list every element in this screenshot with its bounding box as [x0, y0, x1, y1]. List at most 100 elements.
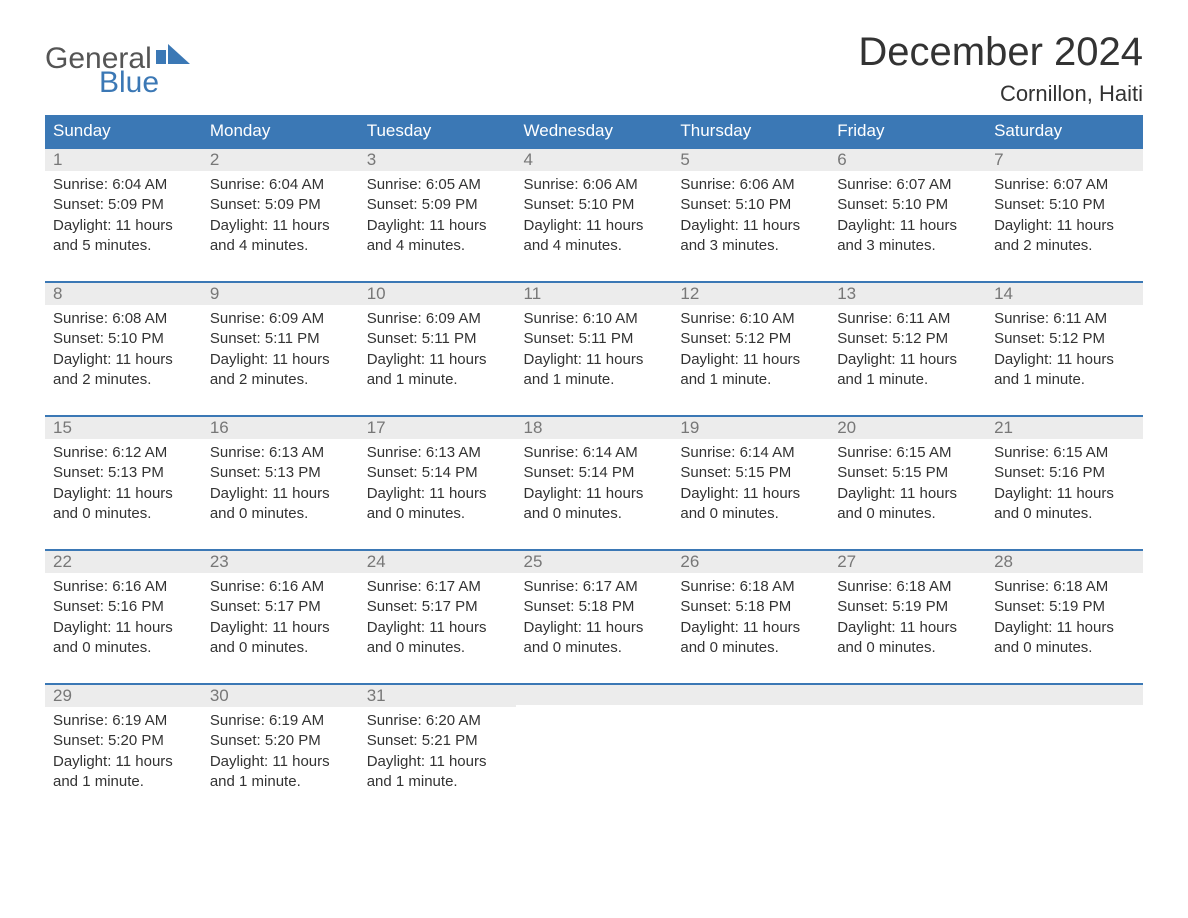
day-header: Sunday: [45, 115, 202, 147]
daylight-line: Daylight: 11 hours and 0 minutes.: [524, 484, 665, 525]
day-number: 1: [45, 149, 202, 171]
sunrise-line: Sunrise: 6:16 AM: [210, 577, 351, 597]
empty-day-bar: [986, 683, 1143, 705]
daylight-line: Daylight: 11 hours and 4 minutes.: [210, 216, 351, 257]
daylight-line: Daylight: 11 hours and 0 minutes.: [53, 484, 194, 525]
sunrise-line: Sunrise: 6:17 AM: [524, 577, 665, 597]
day-header: Saturday: [986, 115, 1143, 147]
sunrise-line: Sunrise: 6:10 AM: [680, 309, 821, 329]
sunset-line: Sunset: 5:10 PM: [994, 195, 1135, 215]
day-number: 18: [516, 417, 673, 439]
calendar-cell: [986, 683, 1143, 817]
day-wrap: 20Sunrise: 6:15 AMSunset: 5:15 PMDayligh…: [829, 415, 986, 534]
day-number: 7: [986, 149, 1143, 171]
calendar-cell: 8Sunrise: 6:08 AMSunset: 5:10 PMDaylight…: [45, 281, 202, 415]
sunset-line: Sunset: 5:19 PM: [994, 597, 1135, 617]
sunset-line: Sunset: 5:16 PM: [53, 597, 194, 617]
sunrise-line: Sunrise: 6:05 AM: [367, 175, 508, 195]
sunset-line: Sunset: 5:12 PM: [837, 329, 978, 349]
day-number: 21: [986, 417, 1143, 439]
day-wrap: 19Sunrise: 6:14 AMSunset: 5:15 PMDayligh…: [672, 415, 829, 534]
day-wrap: 1Sunrise: 6:04 AMSunset: 5:09 PMDaylight…: [45, 147, 202, 266]
day-wrap: 24Sunrise: 6:17 AMSunset: 5:17 PMDayligh…: [359, 549, 516, 668]
calendar-cell: 17Sunrise: 6:13 AMSunset: 5:14 PMDayligh…: [359, 415, 516, 549]
calendar-body: 1Sunrise: 6:04 AMSunset: 5:09 PMDaylight…: [45, 147, 1143, 817]
day-wrap: 22Sunrise: 6:16 AMSunset: 5:16 PMDayligh…: [45, 549, 202, 668]
day-wrap: 12Sunrise: 6:10 AMSunset: 5:12 PMDayligh…: [672, 281, 829, 400]
day-body: Sunrise: 6:19 AMSunset: 5:20 PMDaylight:…: [45, 707, 202, 802]
day-wrap: 30 Sunrise: 6:19 AMSunset: 5:20 PMDayligh…: [202, 683, 359, 802]
calendar-cell: 24Sunrise: 6:17 AMSunset: 5:17 PMDayligh…: [359, 549, 516, 683]
day-number: 8: [45, 283, 202, 305]
sunrise-line: Sunrise: 6:13 AM: [210, 443, 351, 463]
day-body: Sunrise: 6:17 AMSunset: 5:17 PMDaylight:…: [359, 573, 516, 668]
sunset-line: Sunset: 5:18 PM: [524, 597, 665, 617]
daylight-line: Daylight: 11 hours and 1 minute.: [680, 350, 821, 391]
sunset-line: Sunset: 5:21 PM: [367, 731, 508, 751]
sunset-line: Sunset: 5:14 PM: [524, 463, 665, 483]
sunset-line: Sunset: 5:09 PM: [367, 195, 508, 215]
day-number: 26: [672, 551, 829, 573]
calendar-cell: 14Sunrise: 6:11 AMSunset: 5:12 PMDayligh…: [986, 281, 1143, 415]
day-body: Sunrise: 6:10 AMSunset: 5:11 PMDaylight:…: [516, 305, 673, 400]
sunrise-line: Sunrise: 6:16 AM: [53, 577, 194, 597]
daylight-line: Daylight: 11 hours and 3 minutes.: [680, 216, 821, 257]
day-number: 3: [359, 149, 516, 171]
sunrise-line: Sunrise: 6:07 AM: [994, 175, 1135, 195]
day-body: Sunrise: 6:18 AMSunset: 5:18 PMDaylight:…: [672, 573, 829, 668]
sunrise-line: Sunrise: 6:19 AM: [53, 711, 194, 731]
calendar-cell: 13Sunrise: 6:11 AMSunset: 5:12 PMDayligh…: [829, 281, 986, 415]
sunset-line: Sunset: 5:10 PM: [53, 329, 194, 349]
day-number: 9: [202, 283, 359, 305]
daylight-line: Daylight: 11 hours and 0 minutes.: [994, 618, 1135, 659]
sunset-line: Sunset: 5:13 PM: [210, 463, 351, 483]
day-number: 4: [516, 149, 673, 171]
day-wrap: 28Sunrise: 6:18 AMSunset: 5:19 PMDayligh…: [986, 549, 1143, 668]
day-number: 19: [672, 417, 829, 439]
day-number: 29: [45, 685, 202, 707]
day-wrap: 10Sunrise: 6:09 AMSunset: 5:11 PMDayligh…: [359, 281, 516, 400]
day-wrap: 6Sunrise: 6:07 AMSunset: 5:10 PMDaylight…: [829, 147, 986, 266]
day-number: 5: [672, 149, 829, 171]
calendar-row: 29Sunrise: 6:19 AMSunset: 5:20 PMDayligh…: [45, 683, 1143, 817]
day-body: Sunrise: 6:07 AMSunset: 5:10 PMDaylight:…: [829, 171, 986, 266]
day-wrap: 17Sunrise: 6:13 AMSunset: 5:14 PMDayligh…: [359, 415, 516, 534]
calendar-cell: 30 Sunrise: 6:19 AMSunset: 5:20 PMDayligh…: [202, 683, 359, 817]
daylight-line: Daylight: 11 hours and 4 minutes.: [367, 216, 508, 257]
day-header: Wednesday: [516, 115, 673, 147]
sunset-line: Sunset: 5:14 PM: [367, 463, 508, 483]
day-number: 23: [202, 551, 359, 573]
day-wrap: 5Sunrise: 6:06 AMSunset: 5:10 PMDaylight…: [672, 147, 829, 266]
day-wrap: 21Sunrise: 6:15 AMSunset: 5:16 PMDayligh…: [986, 415, 1143, 534]
calendar-cell: 2Sunrise: 6:04 AMSunset: 5:09 PMDaylight…: [202, 147, 359, 281]
calendar-cell: 23Sunrise: 6:16 AMSunset: 5:17 PMDayligh…: [202, 549, 359, 683]
daylight-line: Daylight: 11 hours and 0 minutes.: [367, 618, 508, 659]
day-wrap: 4Sunrise: 6:06 AMSunset: 5:10 PMDaylight…: [516, 147, 673, 266]
calendar-table: SundayMondayTuesdayWednesdayThursdayFrid…: [45, 115, 1143, 817]
daylight-line: Daylight: 11 hours and 1 minute.: [210, 752, 351, 793]
calendar-cell: 3 Sunrise: 6:05 AMSunset: 5:09 PMDaylight…: [359, 147, 516, 281]
day-header: Thursday: [672, 115, 829, 147]
day-number: 11: [516, 283, 673, 305]
sunset-line: Sunset: 5:15 PM: [837, 463, 978, 483]
day-body: Sunrise: 6:06 AMSunset: 5:10 PMDaylight:…: [516, 171, 673, 266]
sunset-line: Sunset: 5:20 PM: [210, 731, 351, 751]
day-number: 30: [202, 685, 359, 707]
sunset-line: Sunset: 5:15 PM: [680, 463, 821, 483]
sunset-line: Sunset: 5:16 PM: [994, 463, 1135, 483]
calendar-cell: 27Sunrise: 6:18 AMSunset: 5:19 PMDayligh…: [829, 549, 986, 683]
day-wrap: 15Sunrise: 6:12 AMSunset: 5:13 PMDayligh…: [45, 415, 202, 534]
sunset-line: Sunset: 5:13 PM: [53, 463, 194, 483]
calendar-head: SundayMondayTuesdayWednesdayThursdayFrid…: [45, 115, 1143, 147]
day-number: 14: [986, 283, 1143, 305]
calendar-cell: 31Sunrise: 6:20 AMSunset: 5:21 PMDayligh…: [359, 683, 516, 817]
sunrise-line: Sunrise: 6:14 AM: [524, 443, 665, 463]
calendar-row: 8Sunrise: 6:08 AMSunset: 5:10 PMDaylight…: [45, 281, 1143, 415]
day-body: Sunrise: 6:09 AMSunset: 5:11 PMDaylight:…: [359, 305, 516, 400]
daylight-line: Daylight: 11 hours and 3 minutes.: [837, 216, 978, 257]
sunset-line: Sunset: 5:12 PM: [680, 329, 821, 349]
calendar-cell: 15Sunrise: 6:12 AMSunset: 5:13 PMDayligh…: [45, 415, 202, 549]
sunrise-line: Sunrise: 6:19 AM: [210, 711, 351, 731]
sunrise-line: Sunrise: 6:18 AM: [680, 577, 821, 597]
location-label: Cornillon, Haiti: [858, 81, 1143, 107]
